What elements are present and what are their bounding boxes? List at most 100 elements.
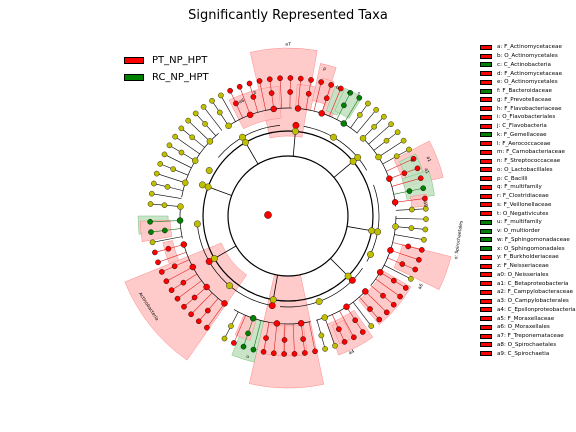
taxon-node bbox=[336, 326, 342, 332]
leaf-branch bbox=[313, 81, 322, 112]
taxon-node bbox=[287, 89, 293, 95]
taxa-legend: a: F_Actinomycetaceae b: O_Actinomycetale… bbox=[480, 43, 576, 358]
taxa-legend-entry: o: O_Lactobacillales bbox=[480, 166, 576, 175]
taxon-node bbox=[250, 94, 257, 100]
taxon-node bbox=[249, 315, 257, 322]
leaf-node bbox=[260, 349, 267, 355]
leaf-node bbox=[332, 342, 338, 349]
class-node bbox=[354, 154, 362, 161]
taxon-node bbox=[318, 110, 325, 117]
inner-ring bbox=[227, 155, 349, 277]
taxa-legend-swatch bbox=[480, 193, 492, 199]
leaf-node bbox=[192, 110, 199, 117]
taxa-legend-swatch bbox=[480, 44, 492, 50]
leaf-node bbox=[188, 311, 194, 318]
chart-title: Significantly Represented Taxa bbox=[188, 8, 388, 23]
taxon-node bbox=[318, 332, 325, 339]
taxa-legend-label: v: O_multiorder bbox=[497, 228, 541, 235]
taxa-legend-entry: a2: F_Campylobacteraceae bbox=[480, 288, 576, 297]
leaf-branch bbox=[174, 136, 200, 155]
leaf-node bbox=[153, 170, 160, 177]
taxa-legend-label: n: F_Streptococcaceae bbox=[497, 158, 561, 165]
leaf-node bbox=[318, 79, 324, 85]
taxon-node bbox=[225, 122, 232, 130]
taxa-legend-label: g: F_Prevotellaceae bbox=[497, 96, 552, 103]
leaf-branch bbox=[156, 173, 186, 184]
taxa-legend-swatch bbox=[480, 246, 492, 252]
taxa-legend-label: u: F_multifamily bbox=[497, 219, 542, 226]
taxa-legend-swatch bbox=[480, 97, 492, 103]
taxon-node bbox=[362, 288, 369, 295]
leaf-node bbox=[151, 180, 157, 187]
taxa-legend-swatch bbox=[480, 176, 492, 182]
taxon-node bbox=[367, 306, 373, 312]
leaf-node bbox=[365, 100, 371, 107]
leaf-node bbox=[410, 155, 417, 162]
taxa-legend-label: j: C_Flavobacteria bbox=[497, 123, 547, 130]
leaf-node bbox=[231, 340, 237, 346]
phylum-node bbox=[368, 227, 376, 235]
taxon-node bbox=[380, 292, 386, 299]
taxon-node bbox=[341, 102, 347, 109]
taxon-node bbox=[399, 261, 406, 267]
taxa-legend-swatch bbox=[480, 263, 492, 269]
group-legend-swatch bbox=[124, 57, 144, 64]
leaf-node bbox=[297, 75, 304, 82]
leaf-branch bbox=[206, 303, 225, 328]
taxa-legend-entry: a: F_Actinomycetaceae bbox=[480, 43, 576, 52]
leaf-branch bbox=[233, 315, 246, 344]
taxa-legend-entry: a8: O_Spirochaetales bbox=[480, 341, 576, 350]
sector-label: a4 bbox=[348, 348, 356, 356]
leaf-node bbox=[356, 95, 363, 101]
clade-arc bbox=[297, 108, 358, 134]
leaf-branch bbox=[343, 97, 360, 124]
sector-label: s bbox=[356, 91, 361, 97]
clade-arc bbox=[303, 126, 368, 171]
taxa-legend-entry: s: F_Veillonellaceae bbox=[480, 201, 576, 210]
class-node bbox=[292, 121, 300, 129]
leaf-branch bbox=[308, 321, 316, 352]
sector-label: a1 bbox=[423, 167, 430, 174]
taxon-node bbox=[391, 277, 397, 284]
leaf-node bbox=[256, 78, 263, 84]
taxon-node bbox=[401, 170, 408, 176]
leaf-node bbox=[420, 185, 426, 192]
clade-arc bbox=[183, 243, 227, 305]
leaf-branch bbox=[352, 301, 372, 327]
taxon-node bbox=[300, 336, 306, 342]
leaf-branch bbox=[395, 218, 426, 220]
leaf-node bbox=[161, 151, 168, 158]
taxon-node bbox=[391, 199, 399, 206]
taxa-legend-label: a: F_Actinomycetaceae bbox=[497, 44, 562, 51]
taxa-legend-entry: z: F_Neisseriaceae bbox=[480, 262, 576, 271]
leaf-node bbox=[322, 346, 328, 352]
taxon-node bbox=[162, 227, 168, 234]
group-legend-label: PT_NP_HPT bbox=[152, 55, 208, 66]
group-legend-entry: PT_NP_HPT bbox=[124, 52, 209, 69]
taxon-node bbox=[281, 337, 288, 343]
taxon-node bbox=[182, 179, 189, 187]
sector-label: k bbox=[409, 158, 416, 163]
taxon-node bbox=[191, 294, 198, 301]
group-legend-label: RC_NP_HPT bbox=[152, 72, 209, 83]
leaf-node bbox=[383, 309, 390, 316]
taxon-node bbox=[383, 137, 390, 144]
branch-line bbox=[347, 226, 372, 232]
taxa-legend-label: e: O_Actinomycetales bbox=[497, 79, 558, 86]
sector-label: o: Spirochaetales bbox=[453, 220, 464, 260]
leaf-node bbox=[250, 346, 257, 353]
taxa-legend-entry: l: F_Aerococcaceae bbox=[480, 139, 576, 148]
leaf-branch bbox=[157, 251, 187, 263]
leaf-node bbox=[172, 133, 178, 140]
class-node bbox=[374, 228, 382, 236]
leaf-node bbox=[236, 83, 243, 90]
clade-arc bbox=[315, 292, 365, 321]
leaf-node bbox=[406, 146, 412, 153]
taxa-legend-label: s: F_Veillonellaceae bbox=[497, 201, 552, 208]
taxa-legend-entry: y: F_Burkholderiaceae bbox=[480, 253, 576, 262]
taxa-legend-entry: a7: F_Treponemataceae bbox=[480, 332, 576, 341]
leaf-node bbox=[277, 75, 283, 82]
leaf-node bbox=[418, 247, 425, 253]
sector-label: u bbox=[245, 355, 249, 361]
taxa-legend-label: a3: O_Campylobacterales bbox=[497, 298, 569, 305]
